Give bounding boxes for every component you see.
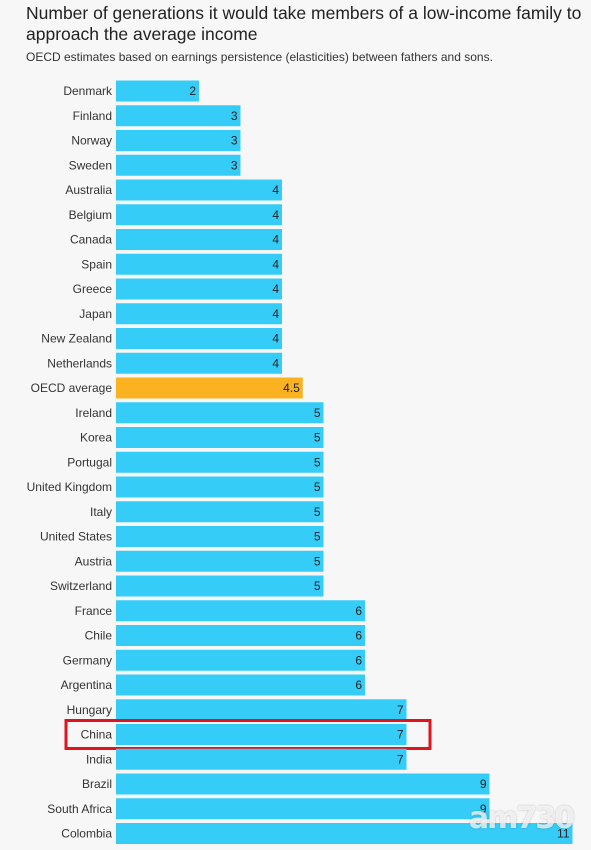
- bar-germany: [116, 649, 365, 671]
- highlight-box-china: [64, 719, 432, 750]
- value-label: 7: [397, 703, 404, 717]
- category-label: China: [81, 728, 113, 742]
- category-label: South Africa: [47, 802, 112, 816]
- value-label: 7: [397, 728, 404, 742]
- bar-argentina: [116, 674, 365, 696]
- bar-hungary: [116, 699, 407, 721]
- value-label: 5: [314, 406, 321, 420]
- category-label: Belgium: [69, 208, 112, 222]
- category-label: United Kingdom: [27, 480, 112, 494]
- watermark-logo: am730: [468, 801, 575, 836]
- value-label: 9: [480, 802, 487, 816]
- bar-australia: [116, 179, 282, 201]
- value-label: 4: [272, 332, 279, 346]
- bar-sweden: [116, 154, 241, 176]
- bar-austria: [116, 550, 324, 572]
- value-label: 6: [355, 678, 362, 692]
- value-label: 6: [355, 629, 362, 643]
- category-label: Australia: [65, 183, 112, 197]
- category-label: Spain: [81, 257, 112, 271]
- bar-united-states: [116, 526, 324, 547]
- value-label: 5: [314, 431, 321, 445]
- bar-portugal: [116, 451, 324, 473]
- category-label: New Zealand: [41, 332, 112, 346]
- value-label: 4: [272, 233, 279, 247]
- category-label: Colombia: [61, 827, 112, 841]
- value-label: 6: [355, 604, 362, 618]
- category-label: Ireland: [75, 406, 112, 420]
- bar-oecd-average: [116, 377, 303, 399]
- bar-colombia: [116, 823, 573, 844]
- bar-greece: [116, 278, 282, 300]
- bar-brazil: [116, 773, 490, 795]
- value-label: 6: [355, 653, 362, 667]
- value-label: 5: [314, 505, 321, 519]
- bar-india: [116, 748, 407, 770]
- value-label: 4: [272, 307, 279, 321]
- value-label: 5: [314, 455, 321, 469]
- bar-norway: [116, 130, 241, 151]
- category-label: Denmark: [63, 84, 113, 98]
- category-label: Switzerland: [50, 579, 112, 593]
- bar-spain: [116, 253, 282, 275]
- category-label: Korea: [80, 431, 112, 445]
- value-label: 4: [272, 356, 279, 370]
- value-label: 5: [314, 530, 321, 544]
- category-label: Germany: [63, 653, 112, 667]
- category-label: Austria: [75, 554, 113, 568]
- value-label: 4: [272, 183, 279, 197]
- category-label: Chile: [85, 629, 113, 643]
- value-label: 9: [480, 777, 487, 791]
- category-label: Argentina: [61, 678, 113, 692]
- category-label: France: [75, 604, 113, 618]
- category-label: Brazil: [82, 777, 112, 791]
- category-label: Greece: [73, 282, 113, 296]
- value-label: 3: [231, 134, 238, 148]
- category-label: Norway: [71, 134, 112, 148]
- value-label: 4.5: [283, 381, 300, 395]
- bar-canada: [116, 229, 282, 250]
- category-label: Netherlands: [47, 356, 112, 370]
- value-label: 7: [397, 752, 404, 766]
- chart-title: Number of generations it would take memb…: [26, 3, 582, 44]
- bar-china: [116, 724, 407, 745]
- value-label: 4: [272, 257, 279, 271]
- value-label: 3: [231, 109, 238, 123]
- category-label: United States: [40, 530, 112, 544]
- category-label: Canada: [70, 233, 112, 247]
- bar-italy: [116, 501, 324, 523]
- bar-korea: [116, 427, 324, 448]
- category-label: Finland: [73, 109, 112, 123]
- category-label: OECD average: [31, 381, 113, 395]
- chart-subtitle: OECD estimates based on earnings persist…: [26, 50, 493, 64]
- category-label: Sweden: [69, 158, 112, 172]
- value-label: 4: [272, 282, 279, 296]
- bar-new-zealand: [116, 328, 282, 349]
- bar-japan: [116, 303, 282, 325]
- bar-chile: [116, 625, 365, 646]
- bar-denmark: [116, 80, 199, 102]
- value-label: 4: [272, 208, 279, 222]
- bar-ireland: [116, 402, 324, 424]
- category-label: Hungary: [67, 703, 112, 717]
- value-label: 2: [189, 84, 196, 98]
- bar-belgium: [116, 204, 282, 226]
- bar-united-kingdom: [116, 476, 324, 498]
- value-label: 11: [557, 827, 570, 841]
- bar-france: [116, 600, 365, 622]
- value-label: 3: [231, 158, 238, 172]
- bar-switzerland: [116, 575, 324, 597]
- bar-netherlands: [116, 352, 282, 374]
- bar-south-africa: [116, 798, 490, 820]
- value-label: 5: [314, 480, 321, 494]
- value-label: 5: [314, 579, 321, 593]
- bar-finland: [116, 105, 241, 127]
- value-label: 5: [314, 554, 321, 568]
- category-label: Portugal: [67, 455, 112, 469]
- category-label: Japan: [79, 307, 112, 321]
- category-label: India: [86, 752, 112, 766]
- category-label: Italy: [90, 505, 112, 519]
